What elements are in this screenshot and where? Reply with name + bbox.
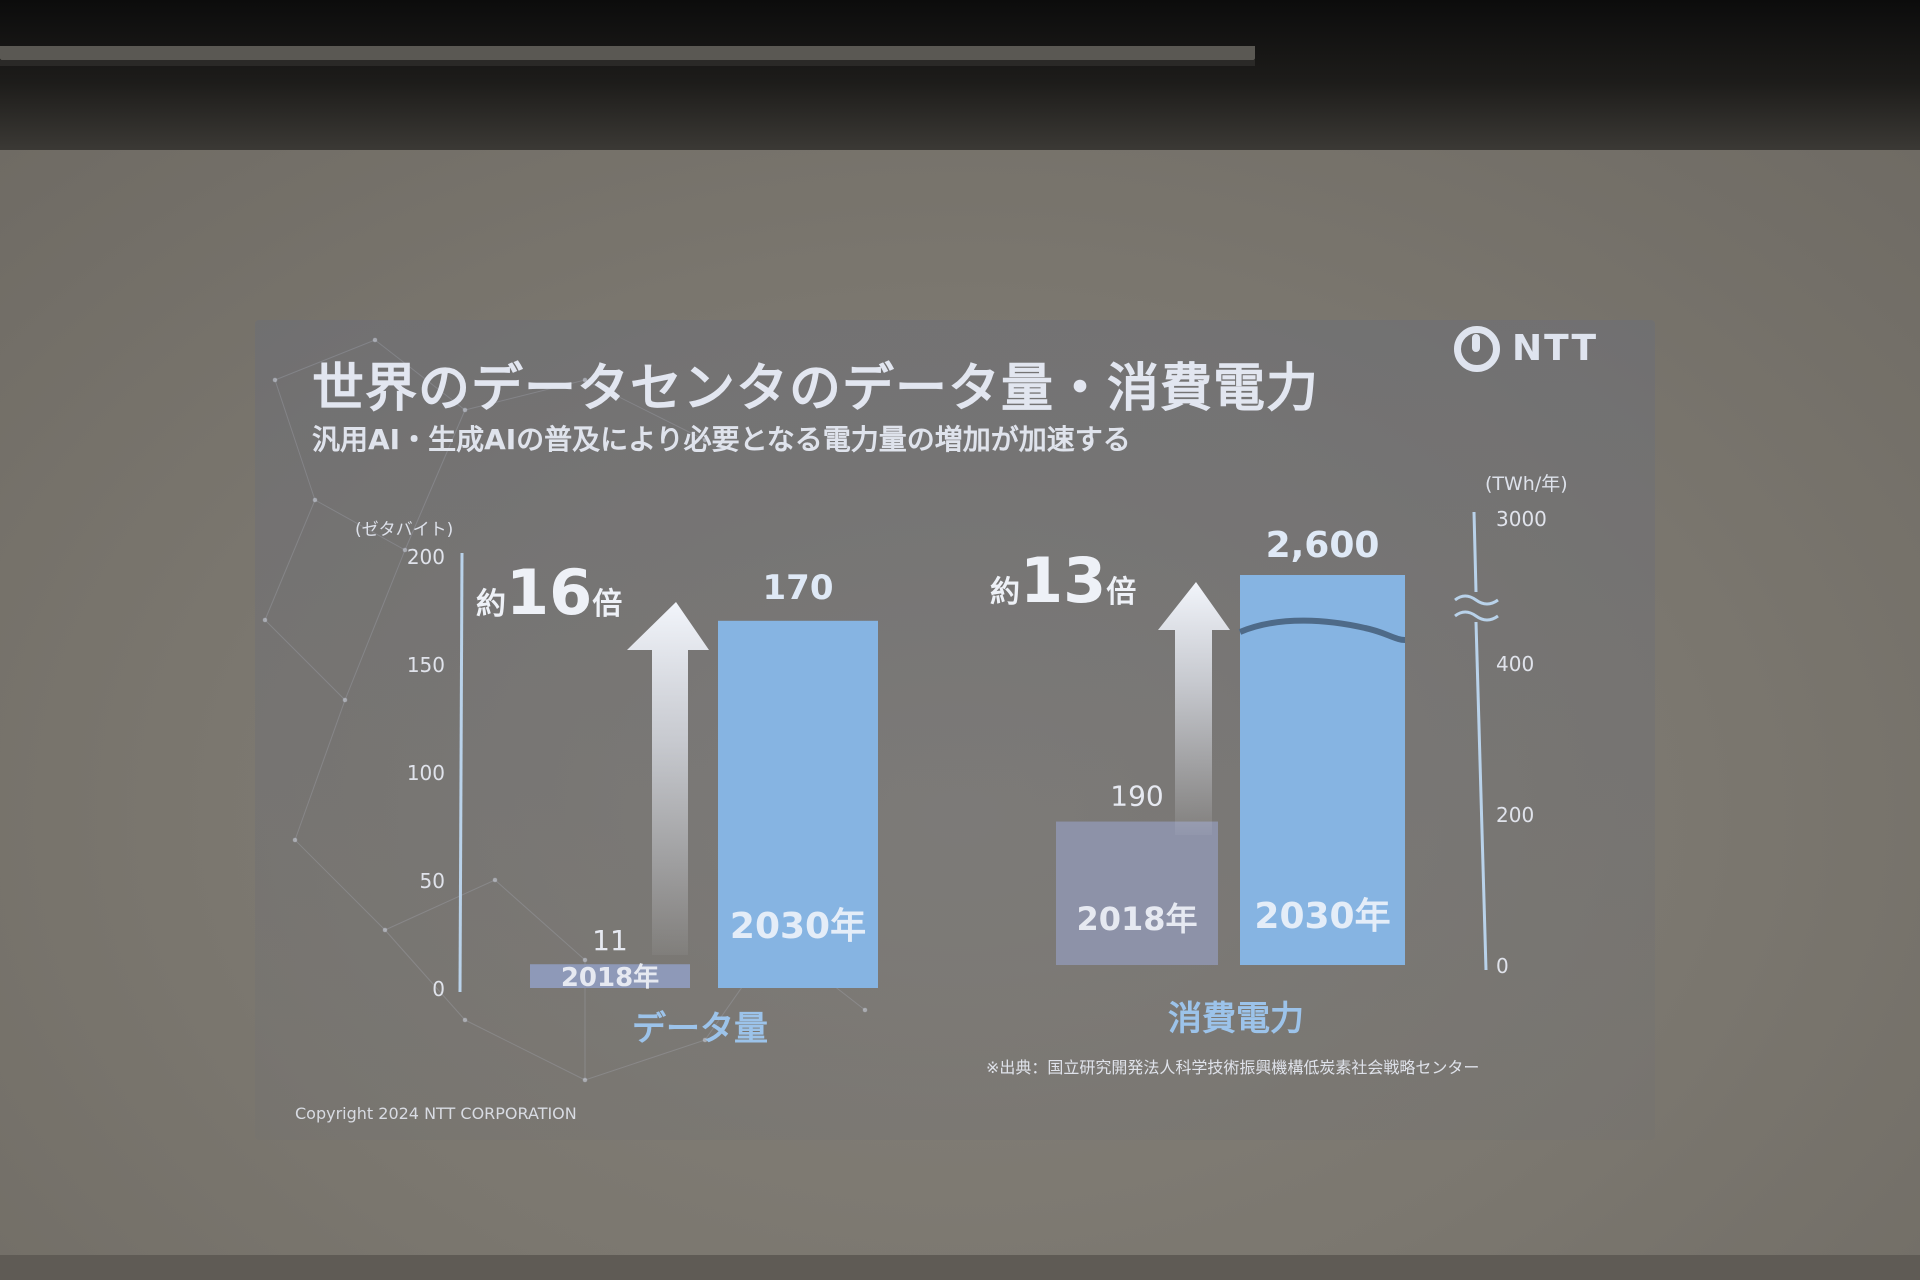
bar-2030-power — [1240, 575, 1405, 965]
left-y-tick-labels: 0 50 100 150 200 — [407, 545, 445, 1001]
bar-2018-power-category-label: 2018年 — [1076, 900, 1197, 938]
bar-2030-break-wave — [1238, 617, 1406, 643]
growth-arrow-data-volume — [627, 602, 709, 955]
bar-2030-data-volume-category-label: 2030年 — [730, 906, 866, 947]
bar-2018-power — [1056, 821, 1218, 965]
bar-2018-data-volume-category-label: 2018年 — [561, 962, 659, 993]
ntt-logo-ring-icon — [1454, 326, 1500, 372]
bar-2018-data-volume-value-label: 11 — [592, 924, 628, 957]
bar-2030-data-volume — [718, 620, 878, 988]
right-y-tick-1: 200 — [1496, 803, 1534, 827]
right-y-tick-3: 3000 — [1496, 507, 1547, 531]
multiplier-value: 16 — [506, 556, 592, 629]
left-y-tick-3: 150 — [407, 653, 445, 677]
right-y-tick-0: 0 — [1496, 954, 1509, 978]
source-citation: ※出典：国立研究開発法人科学技術振興機構低炭素社会戦略センター — [986, 1058, 1480, 1077]
right-y-tick-2: 400 — [1496, 652, 1534, 676]
right-y-axis-upper — [1472, 511, 1478, 593]
bar-2030-power-category-label: 2030年 — [1254, 896, 1390, 937]
bar-2018-power-value-label: 190 — [1110, 780, 1163, 813]
screen-bottom-edge — [0, 1255, 1920, 1280]
right-y-axis-lower — [1474, 621, 1488, 971]
slide-subtitle: 汎用AI・生成AIの普及により必要となる電力量の増加が加速する — [312, 423, 1131, 456]
ceiling-rail — [0, 46, 1255, 60]
copyright-notice: Copyright 2024 NTT CORPORATION — [295, 1104, 577, 1123]
multiplier-label-power: 約13倍 — [990, 544, 1136, 617]
ceiling-rail-shadow — [0, 60, 1255, 66]
right-y-tick-labels: 0 200 400 3000 — [1496, 507, 1547, 978]
left-y-axis-line — [458, 552, 464, 993]
multiplier-suffix: 倍 — [1106, 575, 1136, 610]
left-y-unit-label: (ゼタバイト) — [355, 520, 453, 540]
multiplier-suffix: 倍 — [592, 587, 622, 622]
multiplier-prefix: 約 — [990, 575, 1020, 610]
bar-2018-data-volume — [530, 964, 690, 988]
data-volume-chart-title: データ量 — [632, 1009, 768, 1049]
network-background-graphic — [262, 337, 868, 1083]
power-consumption-chart: (TWh/年) 0 200 400 3000 2018年 190 2030年 2,60… — [990, 473, 1568, 1039]
multiplier-value: 13 — [1020, 544, 1106, 617]
axis-break-marker — [1454, 594, 1499, 622]
ntt-logo-dot-icon — [1472, 334, 1480, 352]
left-y-tick-0: 0 — [432, 977, 445, 1001]
ntt-logo-text: NTT — [1512, 328, 1599, 369]
slide-background — [255, 320, 1655, 1140]
room-ceiling — [0, 0, 1920, 150]
slide-title: 世界のデータセンタのデータ量・消費電力 — [312, 359, 1320, 419]
growth-arrow-power — [1158, 582, 1230, 835]
power-chart-title: 消費電力 — [1168, 999, 1304, 1039]
bar-2030-power-value-label: 2,600 — [1266, 525, 1380, 566]
multiplier-prefix: 約 — [476, 587, 506, 622]
right-y-unit-label: (TWh/年) — [1485, 473, 1568, 495]
ntt-logo: NTT — [1452, 324, 1632, 384]
left-y-tick-2: 100 — [407, 761, 445, 785]
left-y-tick-4: 200 — [407, 545, 445, 569]
bar-2030-data-volume-value-label: 170 — [763, 568, 834, 608]
left-y-tick-1: 50 — [420, 869, 445, 893]
multiplier-label-data-volume: 約16倍 — [476, 556, 622, 629]
